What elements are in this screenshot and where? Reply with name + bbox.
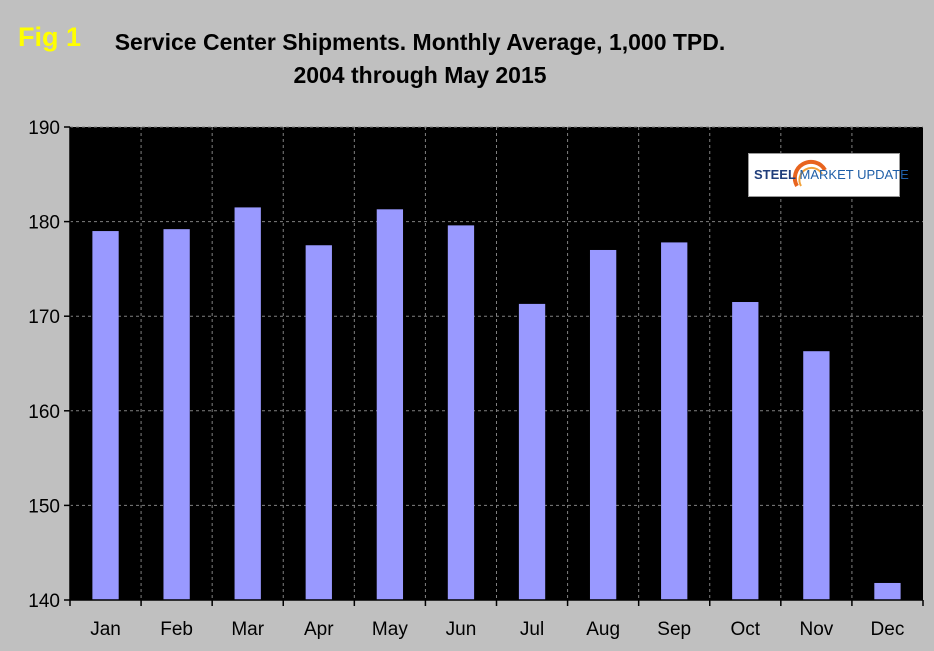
swoosh-logo-icon: [792, 159, 827, 187]
logo-word-market-update: MARKET UPDATE: [795, 167, 909, 182]
bar-jun: [447, 225, 475, 600]
y-tick-label: 140: [28, 591, 60, 612]
y-tick-label: 160: [28, 402, 60, 423]
bar-oct: [732, 302, 759, 600]
chart-title-line-1: Service Center Shipments. Monthly Averag…: [114, 29, 726, 55]
chart-title-line-2: 2004 through May 2015: [293, 62, 547, 88]
x-tick-label-aug: Aug: [586, 619, 620, 640]
x-tick-label-may: May: [372, 619, 408, 640]
bar-jul: [518, 303, 546, 600]
bar-nov: [803, 351, 830, 600]
x-axis: Jan Feb Mar Apr May Jun Jul Aug Sep Oct Nov Dec: [69, 599, 924, 640]
x-tick-label-dec: Dec: [871, 619, 905, 640]
y-tick-label: 190: [28, 118, 60, 139]
x-tick-label-apr: Apr: [304, 619, 334, 640]
x-tick-label-jul: Jul: [520, 619, 544, 640]
x-tick-label-sep: Sep: [657, 619, 691, 640]
y-tick-label: 180: [28, 213, 60, 234]
bar-may: [376, 209, 404, 600]
bar-sep: [661, 242, 688, 601]
x-tick-label-oct: Oct: [731, 619, 761, 640]
bar-mar: [234, 207, 261, 600]
x-tick-label-feb: Feb: [160, 619, 193, 640]
y-tick-label: 150: [28, 496, 60, 517]
x-tick-label-jan: Jan: [90, 619, 121, 640]
y-tick-label: 170: [28, 307, 60, 328]
bar-apr: [305, 245, 332, 600]
steel-market-update-logo: STEEL MARKET UPDATE: [748, 153, 909, 197]
bar-dec: [874, 582, 901, 600]
bar-feb: [163, 229, 190, 600]
y-axis: 140 150 160 170 180 190: [28, 118, 71, 612]
logo-text: STEEL MARKET UPDATE: [754, 167, 909, 182]
figure-label: Fig 1: [18, 22, 82, 52]
x-tick-label-jun: Jun: [446, 619, 477, 640]
x-tick-label-mar: Mar: [231, 619, 264, 640]
bar-jan: [92, 231, 119, 600]
x-tick-label-nov: Nov: [799, 619, 833, 640]
bars: [92, 207, 901, 601]
bar-aug: [589, 249, 617, 601]
chart-title: Service Center Shipments. Monthly Averag…: [110, 26, 730, 92]
grid-lines: [70, 126, 923, 600]
logo-word-steel: STEEL: [754, 167, 796, 182]
